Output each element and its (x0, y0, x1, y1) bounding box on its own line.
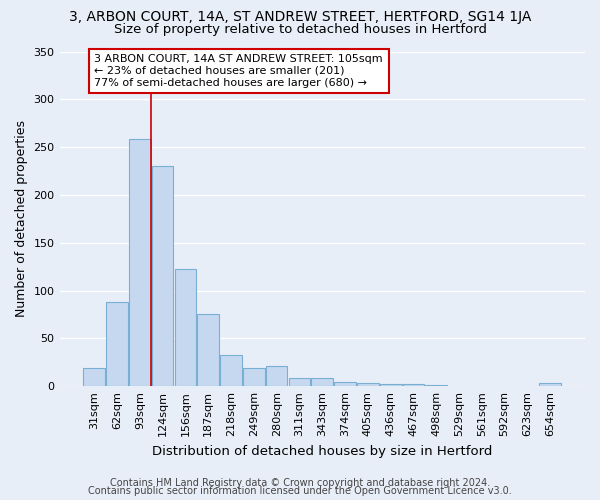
Bar (83, 368, 105, 386)
Bar (266, 366, 287, 386)
Bar (152, 166, 173, 386)
Bar (357, 384, 379, 386)
Text: Contains HM Land Registry data © Crown copyright and database right 2024.: Contains HM Land Registry data © Crown c… (110, 478, 490, 488)
Bar (129, 140, 151, 386)
Text: 3 ARBON COURT, 14A ST ANDREW STREET: 105sqm
← 23% of detached houses are smaller: 3 ARBON COURT, 14A ST ANDREW STREET: 105… (94, 54, 383, 88)
Bar (106, 302, 128, 386)
Text: Contains public sector information licensed under the Open Government Licence v3: Contains public sector information licen… (88, 486, 512, 496)
Bar (175, 268, 196, 386)
Bar (425, 385, 447, 386)
Bar (289, 378, 310, 386)
Bar (311, 378, 333, 386)
Y-axis label: Number of detached properties: Number of detached properties (15, 120, 28, 318)
Bar (220, 354, 242, 386)
Bar (403, 384, 424, 386)
X-axis label: Distribution of detached houses by size in Hertford: Distribution of detached houses by size … (152, 444, 493, 458)
Bar (380, 384, 401, 386)
Text: Size of property relative to detached houses in Hertford: Size of property relative to detached ho… (113, 22, 487, 36)
Bar (197, 314, 219, 386)
Bar (243, 368, 265, 386)
Bar (334, 382, 356, 386)
Text: 3, ARBON COURT, 14A, ST ANDREW STREET, HERTFORD, SG14 1JA: 3, ARBON COURT, 14A, ST ANDREW STREET, H… (69, 10, 531, 24)
Bar (539, 384, 561, 386)
